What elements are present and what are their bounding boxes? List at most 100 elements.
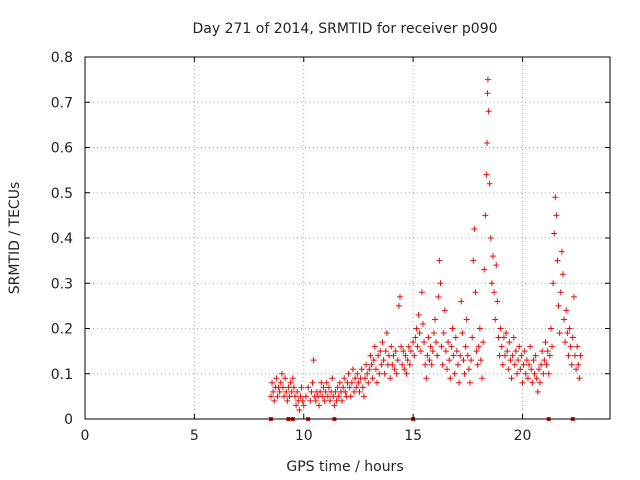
data-point	[425, 334, 432, 341]
data-point	[274, 393, 281, 400]
data-point	[347, 393, 354, 400]
data-point	[450, 352, 457, 359]
data-point	[342, 388, 349, 395]
data-point	[471, 225, 478, 232]
data-point	[277, 379, 284, 386]
data-point	[371, 343, 378, 350]
data-point	[529, 379, 536, 386]
data-point	[468, 357, 475, 364]
data-point	[480, 339, 487, 346]
data-point	[284, 397, 291, 404]
data-point	[442, 348, 449, 355]
data-point	[484, 139, 491, 146]
data-point	[288, 388, 295, 395]
data-point	[346, 384, 353, 391]
data-point	[426, 357, 433, 364]
data-point	[473, 348, 480, 355]
x-axis-label: GPS time / hours	[286, 459, 403, 475]
data-point	[360, 393, 367, 400]
data-point	[488, 280, 495, 287]
data-point	[271, 397, 278, 404]
data-point	[353, 384, 360, 391]
data-point	[516, 343, 523, 350]
data-point	[405, 343, 412, 350]
data-point	[406, 361, 413, 368]
data-point	[568, 361, 575, 368]
data-point	[329, 375, 336, 382]
data-point	[565, 352, 572, 359]
data-point	[539, 348, 546, 355]
data-point	[498, 343, 505, 350]
y-tick-label: 0.2	[51, 322, 73, 338]
data-point	[532, 352, 539, 359]
data-point	[365, 379, 372, 386]
data-point	[379, 339, 386, 346]
data-point	[309, 379, 316, 386]
data-point	[496, 352, 503, 359]
data-point	[270, 388, 277, 395]
data-point	[348, 379, 355, 386]
data-point	[461, 370, 468, 377]
data-point	[436, 257, 443, 264]
data-point	[392, 348, 399, 355]
data-point	[542, 339, 549, 346]
data-point	[481, 266, 488, 273]
y-tick-label: 0.5	[51, 186, 73, 202]
data-point	[486, 180, 493, 187]
data-point	[327, 397, 333, 404]
data-point	[324, 393, 331, 400]
data-point	[556, 330, 563, 337]
data-point	[510, 334, 517, 341]
data-point	[322, 388, 329, 395]
data-point	[421, 339, 428, 346]
data-point	[376, 370, 383, 377]
data-point	[308, 388, 315, 395]
data-point	[555, 302, 562, 309]
data-point	[506, 339, 513, 346]
data-point	[505, 366, 512, 373]
data-point	[414, 343, 421, 350]
data-point	[267, 393, 274, 400]
data-point	[518, 352, 525, 359]
data-point	[487, 235, 494, 241]
data-point	[550, 280, 557, 287]
data-point	[573, 366, 580, 373]
data-point	[299, 397, 306, 404]
data-point	[281, 393, 288, 400]
data-point	[354, 370, 361, 377]
data-point	[558, 248, 565, 255]
data-point	[520, 361, 527, 368]
data-point	[544, 348, 551, 355]
data-point	[521, 348, 528, 355]
data-point	[276, 388, 283, 395]
data-point	[401, 366, 408, 373]
data-point	[345, 370, 352, 377]
data-point	[380, 357, 387, 364]
data-point	[318, 379, 325, 386]
data-point	[448, 343, 455, 350]
data-point	[418, 289, 425, 296]
data-point	[422, 361, 429, 368]
data-point	[530, 357, 537, 364]
data-point	[430, 330, 437, 337]
x-tick-label: 10	[295, 428, 313, 444]
data-point	[452, 334, 459, 341]
data-point	[432, 316, 438, 323]
data-point	[397, 293, 403, 300]
data-point	[561, 316, 568, 323]
data-point	[479, 375, 486, 382]
data-point	[534, 388, 541, 395]
data-point	[491, 289, 498, 296]
data-point	[517, 366, 524, 373]
data-point	[453, 348, 460, 355]
data-point	[307, 397, 314, 404]
data-point	[549, 343, 556, 350]
data-point	[512, 348, 519, 355]
data-point	[395, 302, 402, 309]
data-point	[410, 339, 417, 346]
data-point	[349, 366, 356, 373]
data-point	[374, 379, 381, 386]
data-point	[463, 316, 470, 323]
axis-ticks	[84, 56, 610, 420]
data-point	[378, 361, 385, 368]
